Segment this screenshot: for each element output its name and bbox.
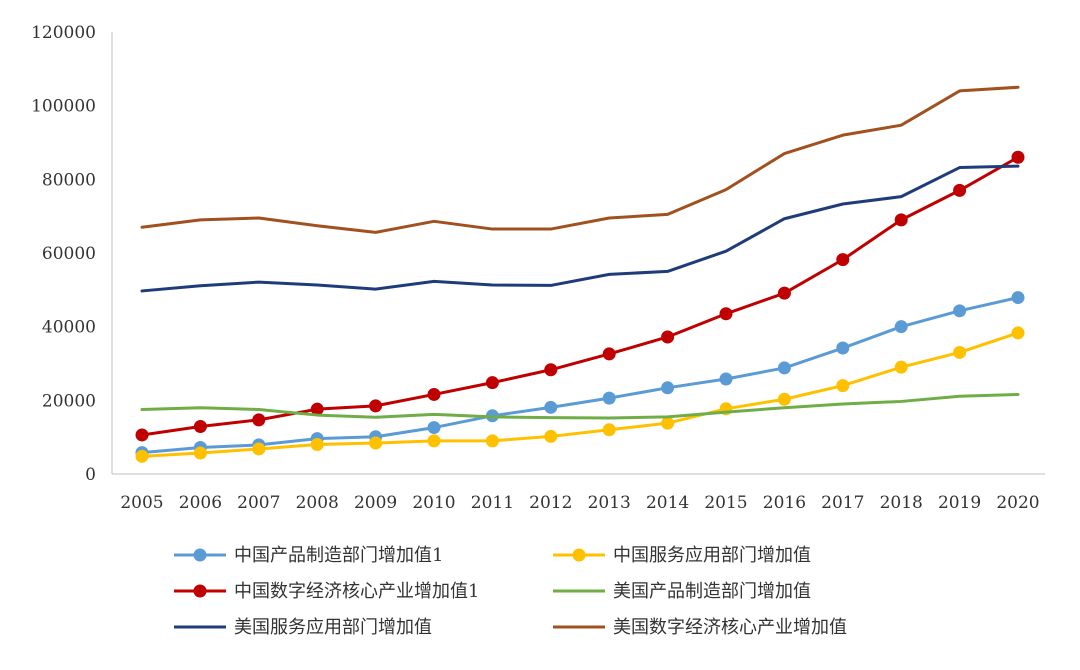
legend-swatch-marker	[193, 548, 207, 562]
legend-label: 中国产品制造部门增加值1	[234, 545, 443, 566]
x-tick-label: 2019	[938, 493, 981, 513]
y-tick-label: 120000	[31, 23, 96, 43]
x-tick-label: 2020	[996, 493, 1039, 513]
data-point	[602, 423, 616, 437]
data-point	[427, 434, 441, 448]
series-lines	[135, 85, 1025, 463]
x-tick-label: 2010	[412, 493, 455, 513]
series-6	[140, 85, 1020, 234]
data-point	[661, 381, 675, 395]
data-point	[777, 286, 791, 300]
data-point	[953, 304, 967, 318]
data-point	[1011, 150, 1025, 164]
data-point	[193, 419, 207, 433]
x-tick-label: 2015	[704, 493, 747, 513]
x-tick-label: 2012	[529, 493, 572, 513]
data-point	[310, 402, 324, 416]
data-point	[1011, 291, 1025, 305]
x-tick-label: 2005	[120, 493, 163, 513]
data-point	[252, 442, 266, 456]
series-line	[140, 155, 1020, 437]
legend-entry: 美国服务应用部门增加值	[174, 617, 432, 638]
data-point	[602, 347, 616, 361]
data-point	[369, 436, 383, 450]
x-tick-label: 2018	[880, 493, 923, 513]
axes	[111, 32, 1045, 475]
y-tick-label: 20000	[42, 391, 96, 411]
x-tick-label: 2008	[296, 493, 339, 513]
series-5	[140, 164, 1020, 293]
data-point	[544, 363, 558, 377]
x-axis-ticks: 2005 2006 2007 2008 2009 2010 2011 2012 2013 2014…	[120, 493, 1039, 513]
data-point	[719, 307, 733, 321]
y-axis-ticks: 0 20000 40000 60000 80000 100000 120000	[31, 23, 96, 485]
x-tick-label: 2009	[354, 493, 397, 513]
series-line	[140, 85, 1020, 234]
legend-swatch-marker	[572, 548, 586, 562]
x-tick-label: 2016	[763, 493, 806, 513]
data-point	[252, 413, 266, 427]
series-2	[135, 326, 1025, 463]
data-point	[836, 253, 850, 267]
legend-entry: 美国产品制造部门增加值	[553, 581, 811, 602]
data-point	[544, 400, 558, 414]
data-point	[894, 213, 908, 227]
series-line	[140, 164, 1020, 293]
data-point	[544, 429, 558, 443]
legend-swatch-marker	[193, 584, 207, 598]
data-point	[953, 183, 967, 197]
legend-label: 中国数字经济核心产业增加值1	[234, 581, 479, 602]
y-tick-label: 40000	[42, 318, 96, 338]
data-point	[193, 446, 207, 460]
x-tick-label: 2011	[471, 493, 514, 513]
data-point	[427, 421, 441, 435]
y-tick-label: 100000	[31, 97, 96, 117]
data-point	[777, 361, 791, 375]
legend-entry: 美国数字经济核心产业增加值	[553, 617, 847, 638]
y-tick-label: 60000	[42, 244, 96, 264]
x-tick-label: 2014	[646, 493, 689, 513]
data-point	[894, 320, 908, 334]
series-3	[135, 150, 1025, 442]
x-tick-label: 2017	[821, 493, 864, 513]
data-point	[485, 376, 499, 390]
data-point	[836, 379, 850, 393]
x-tick-label: 2013	[588, 493, 631, 513]
y-tick-label: 80000	[42, 170, 96, 190]
data-point	[894, 360, 908, 374]
data-point	[719, 372, 733, 386]
series-line	[140, 331, 1020, 458]
y-tick-label: 0	[85, 465, 96, 485]
data-point	[310, 438, 324, 452]
data-point	[836, 341, 850, 355]
data-point	[602, 391, 616, 405]
data-point	[135, 449, 149, 463]
legend-label: 美国数字经济核心产业增加值	[613, 617, 847, 638]
legend-label: 美国产品制造部门增加值	[613, 581, 811, 602]
data-point	[661, 330, 675, 344]
data-point	[1011, 326, 1025, 340]
data-point	[953, 345, 967, 359]
data-point	[661, 416, 675, 430]
legend-label: 美国服务应用部门增加值	[234, 617, 432, 638]
data-point	[135, 428, 149, 442]
data-point	[777, 392, 791, 406]
x-tick-label: 2007	[237, 493, 280, 513]
legend-label: 中国服务应用部门增加值	[613, 545, 811, 566]
legend-entry: 中国产品制造部门增加值1	[174, 545, 443, 566]
data-point	[369, 399, 383, 413]
series-line	[140, 392, 1020, 420]
x-tick-label: 2006	[179, 493, 222, 513]
data-point	[485, 434, 499, 448]
series-4	[140, 392, 1020, 420]
legend-entry: 中国数字经济核心产业增加值1	[174, 581, 479, 602]
data-point	[427, 387, 441, 401]
series-line	[140, 296, 1020, 455]
legend-entry: 中国服务应用部门增加值	[553, 545, 811, 566]
